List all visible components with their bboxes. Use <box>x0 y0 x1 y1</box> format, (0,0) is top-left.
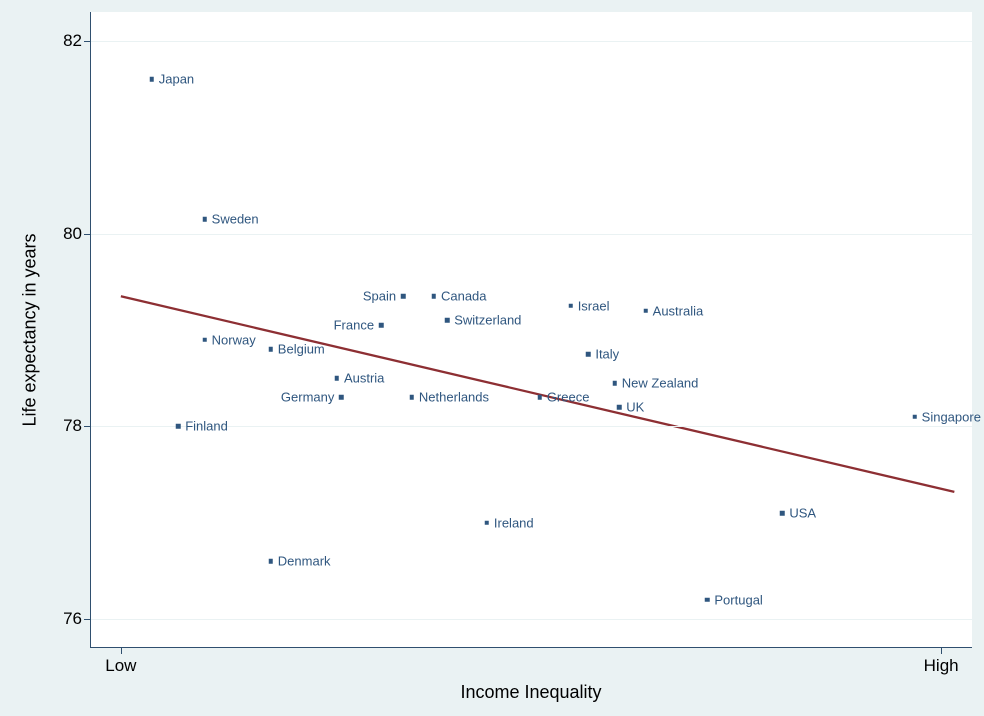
data-label: UK <box>626 400 644 415</box>
data-point <box>176 424 181 429</box>
data-point <box>202 337 207 342</box>
data-point <box>269 347 274 352</box>
data-point <box>912 414 917 419</box>
data-point <box>379 323 384 328</box>
data-point <box>586 352 591 357</box>
data-point <box>339 395 344 400</box>
data-label: Spain <box>363 289 396 304</box>
data-label: Austria <box>344 371 384 386</box>
y-tick-label: 78 <box>63 416 90 436</box>
data-point <box>780 511 785 516</box>
data-point <box>149 77 154 82</box>
data-point <box>613 381 618 386</box>
data-label: USA <box>789 506 816 521</box>
trend-line <box>90 12 972 648</box>
y-tick-label: 76 <box>63 609 90 629</box>
left-axis-line <box>90 12 91 648</box>
data-label: Singapore <box>922 409 981 424</box>
data-label: Belgium <box>278 342 325 357</box>
data-point <box>335 376 340 381</box>
data-label: Israel <box>578 298 610 313</box>
data-point <box>202 217 207 222</box>
data-point <box>568 304 573 309</box>
data-label: Norway <box>212 332 256 347</box>
data-point <box>401 294 406 299</box>
data-label: Australia <box>653 303 704 318</box>
data-label: Portugal <box>714 592 762 607</box>
data-label: Sweden <box>212 212 259 227</box>
y-tick-label: 80 <box>63 224 90 244</box>
data-point <box>705 598 710 603</box>
data-label: Switzerland <box>454 313 521 328</box>
y-gridline <box>90 234 972 235</box>
x-tick-label: Low <box>105 648 136 676</box>
x-tick-label: High <box>924 648 959 676</box>
data-label: Netherlands <box>419 390 489 405</box>
data-label: Ireland <box>494 515 534 530</box>
data-point <box>538 395 543 400</box>
data-point <box>485 520 490 525</box>
chart-canvas: 76 78 80 82 Low High Japan Sweden Norway Finland B… <box>0 0 984 716</box>
data-point <box>269 559 274 564</box>
data-label: Finland <box>185 419 228 434</box>
x-axis-title: Income Inequality <box>460 682 601 703</box>
data-point <box>445 318 450 323</box>
y-tick-label: 82 <box>63 31 90 51</box>
data-label: Denmark <box>278 554 331 569</box>
data-point <box>432 294 437 299</box>
data-label: France <box>334 318 374 333</box>
y-gridline <box>90 619 972 620</box>
y-gridline <box>90 41 972 42</box>
data-point <box>643 308 648 313</box>
data-point <box>617 405 622 410</box>
y-axis-title: Life expectancy in years <box>20 233 41 426</box>
bottom-axis-line <box>90 647 972 648</box>
data-label: New Zealand <box>622 376 699 391</box>
plot-area: 76788082LowHighJapanSwedenNorwayFinlandB… <box>90 12 972 648</box>
data-label: Germany <box>281 390 334 405</box>
data-label: Italy <box>595 347 619 362</box>
data-label: Japan <box>159 72 194 87</box>
data-label: Greece <box>547 390 590 405</box>
data-point <box>410 395 415 400</box>
data-label: Canada <box>441 289 487 304</box>
